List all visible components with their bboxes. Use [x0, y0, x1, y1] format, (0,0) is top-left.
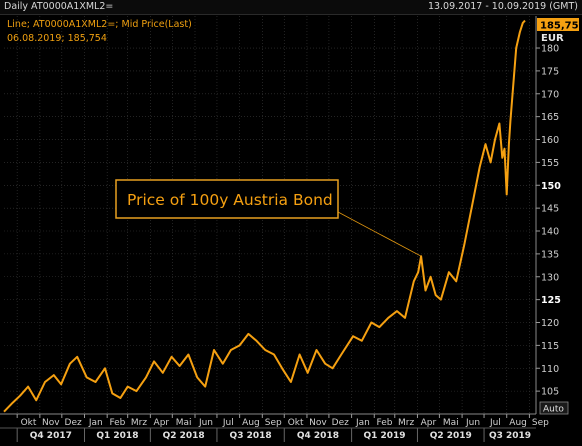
y-tick-label: 180 — [541, 44, 559, 55]
x-month-label: Jul — [489, 418, 501, 428]
x-month-label: Dez — [332, 418, 349, 428]
callout-box — [115, 179, 339, 219]
y-tick-label: 150 — [541, 181, 561, 192]
x-month-label: Dez — [65, 418, 82, 428]
current-value-box — [537, 18, 579, 31]
y-tick-label: 145 — [541, 204, 559, 215]
x-month-label: Okt — [21, 418, 37, 428]
legend-series-line: Line; AT0000A1XML2=; Mid Price(Last) — [7, 19, 192, 30]
x-month-label: Jul — [222, 418, 234, 428]
x-month-label: Feb — [109, 418, 125, 428]
instrument-title: Daily AT0000A1XML2= — [4, 1, 114, 12]
y-tick-label: 120 — [541, 318, 559, 329]
current-value-label: 185,754 — [540, 21, 582, 32]
y-tick-label: 170 — [541, 89, 559, 100]
x-quarter-label: Q3 2018 — [230, 431, 272, 441]
y-tick-label: 165 — [541, 112, 559, 123]
x-quarter-label: Q1 2018 — [96, 431, 138, 441]
x-month-label: Aug — [242, 418, 260, 428]
y-tick-label: 155 — [541, 158, 559, 169]
x-month-label: Mrz — [398, 418, 414, 428]
x-quarter-label: Q4 2017 — [30, 431, 72, 441]
y-tick-label: 160 — [541, 135, 559, 146]
x-month-label: Jan — [88, 418, 103, 428]
y-axis: 105 110 115 120 125 130 135 140 145 150 155 160 165 1… — [535, 16, 561, 414]
x-month-label: Apr — [421, 418, 437, 428]
x-month-label: Okt — [288, 418, 304, 428]
x-quarter-label: Q4 2018 — [297, 431, 339, 441]
series-legend: Line; AT0000A1XML2=; Mid Price(Last) 06.… — [7, 18, 192, 46]
x-month-label: Jun — [198, 418, 213, 428]
x-quarter-label: Q3 2019 — [489, 431, 531, 441]
y-tick-label: 130 — [541, 272, 559, 283]
legend-last-value: 06.08.2019; 185,754 — [7, 33, 107, 44]
x-month-label: Nov — [42, 418, 60, 428]
x-month-label: Mrz — [131, 418, 147, 428]
y-tick-label: 105 — [541, 387, 559, 398]
auto-scale-label: Auto — [543, 405, 564, 415]
x-axis: Okt Nov Dez Jan Feb Mrz Apr Mai Jun Jul Aug Sep Okt N… — [0, 413, 549, 442]
y-tick-label: 115 — [541, 341, 559, 352]
y-tick-label: 125 — [541, 295, 561, 306]
y-tick-label: 140 — [541, 227, 559, 238]
date-range: 13.09.2017 - 10.09.2019 (GMT) — [427, 1, 578, 12]
x-month-label: Jun — [465, 418, 480, 428]
x-month-label: Sep — [532, 418, 549, 428]
x-month-label: Feb — [377, 418, 393, 428]
chart-header-bar: Daily AT0000A1XML2= 13.09.2017 - 10.09.2… — [0, 0, 582, 15]
y-tick-label: 110 — [541, 364, 559, 375]
auto-scale-button[interactable] — [539, 401, 569, 415]
y-tick-label: 175 — [541, 66, 559, 77]
x-month-label: Sep — [265, 418, 282, 428]
unit-label: EUR — [541, 33, 564, 44]
x-month-label: Mai — [443, 418, 459, 428]
x-quarter-label: Q2 2018 — [163, 431, 205, 441]
x-month-label: Aug — [509, 418, 527, 428]
x-month-label: Apr — [154, 418, 170, 428]
x-month-label: Nov — [309, 418, 327, 428]
x-quarter-label: Q1 2019 — [363, 431, 405, 441]
callout-text: Price of 100y Austria Bond — [127, 191, 333, 209]
x-month-label: Mai — [176, 418, 192, 428]
price-line — [3, 19, 526, 413]
x-quarter-label: Q2 2019 — [430, 431, 472, 441]
callout-leader-line — [337, 211, 422, 257]
x-month-label: Jan — [355, 418, 370, 428]
y-tick-label: 135 — [541, 249, 559, 260]
